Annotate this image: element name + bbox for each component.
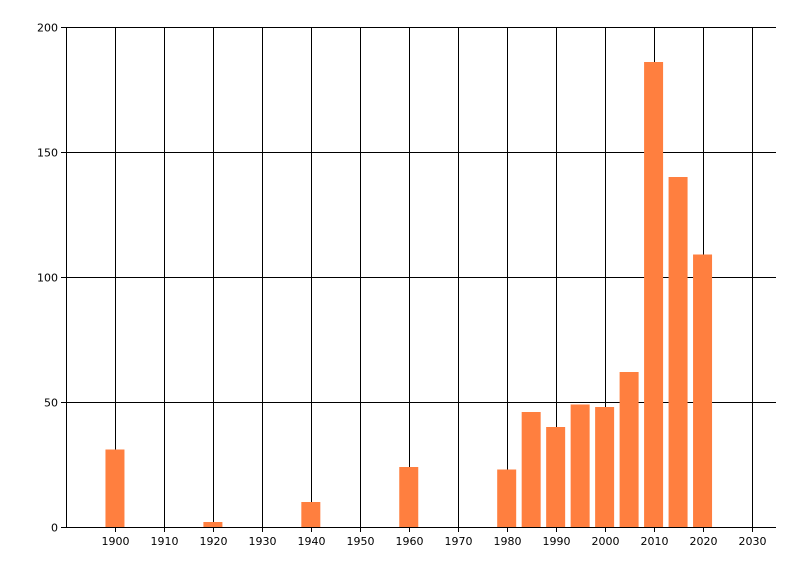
bar [570, 404, 590, 527]
x-tick-label: 1960 [396, 535, 424, 548]
bar [399, 467, 419, 527]
y-tick-label: 100 [37, 272, 58, 285]
x-tick-label: 1940 [298, 535, 326, 548]
bar [521, 412, 541, 527]
bar [301, 502, 321, 527]
bar [595, 407, 615, 527]
x-tick-label: 2010 [641, 535, 669, 548]
x-tick-label: 1920 [200, 535, 228, 548]
axes [61, 27, 776, 528]
y-tick-label: 150 [37, 147, 58, 160]
bars [105, 62, 713, 527]
y-tick-label: 200 [37, 22, 58, 35]
bar [668, 177, 688, 527]
bar [546, 427, 566, 527]
y-tick-label: 50 [44, 397, 58, 410]
bar [105, 449, 125, 527]
x-tick-label: 1950 [347, 535, 375, 548]
bar [497, 469, 517, 527]
x-tick-label: 1990 [543, 535, 571, 548]
x-tick-labels: 1900 1910 1920 1930 1940 1950 1960 1970 1980 1990… [102, 535, 767, 548]
bar [644, 62, 664, 527]
x-tick-label: 1970 [445, 535, 473, 548]
y-tick-label: 0 [51, 522, 58, 535]
x-tick-label: 2000 [592, 535, 620, 548]
x-tick-label: 2030 [739, 535, 767, 548]
bar [693, 254, 713, 527]
x-tick-label: 1910 [151, 535, 179, 548]
x-tick-label: 2020 [690, 535, 718, 548]
y-tick-labels: 0 50 100 150 200 [37, 22, 58, 535]
x-tick-label: 1900 [102, 535, 130, 548]
x-tick-label: 1930 [249, 535, 277, 548]
bar [619, 372, 639, 527]
bar [203, 522, 223, 527]
x-tick-label: 1980 [494, 535, 522, 548]
